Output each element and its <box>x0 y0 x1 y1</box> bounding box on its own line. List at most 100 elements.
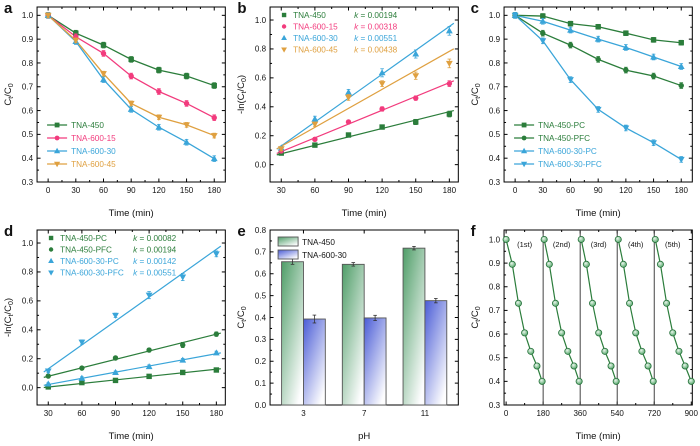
svg-text:TNA-600-30-PFC: TNA-600-30-PFC <box>60 269 124 278</box>
svg-text:k = 0.00551: k = 0.00551 <box>354 34 397 43</box>
svg-text:0: 0 <box>46 186 51 195</box>
svg-text:k = 0.00318: k = 0.00318 <box>354 23 397 32</box>
svg-text:TNA-600-30-PC: TNA-600-30-PC <box>60 257 119 266</box>
svg-text:TNA-600-15: TNA-600-15 <box>71 134 116 143</box>
svg-text:120: 120 <box>376 186 390 195</box>
svg-text:0.2: 0.2 <box>255 357 267 366</box>
svg-text:120: 120 <box>619 186 633 195</box>
svg-text:540: 540 <box>610 409 624 418</box>
svg-text:TNA-600-30: TNA-600-30 <box>71 147 116 156</box>
svg-text:TNA-600-30: TNA-600-30 <box>293 34 338 43</box>
svg-text:k = 0.00082: k = 0.00082 <box>133 234 176 243</box>
svg-text:30: 30 <box>538 186 547 195</box>
svg-text:180: 180 <box>674 186 688 195</box>
svg-text:150: 150 <box>180 186 194 195</box>
svg-text:7: 7 <box>362 409 367 418</box>
svg-text:90: 90 <box>344 186 353 195</box>
svg-text:0.3: 0.3 <box>489 178 501 187</box>
svg-text:60: 60 <box>311 186 320 195</box>
svg-text:0.4: 0.4 <box>22 154 34 163</box>
svg-text:0.8: 0.8 <box>255 45 267 54</box>
svg-text:TNA-450-PC: TNA-450-PC <box>538 121 585 130</box>
svg-text:pH: pH <box>358 431 370 442</box>
svg-text:(3rd): (3rd) <box>590 240 606 249</box>
svg-text:-ln(Ct/C0): -ln(Ct/C0) <box>236 75 248 114</box>
svg-text:0.8: 0.8 <box>489 283 501 292</box>
svg-text:0.9: 0.9 <box>489 35 501 44</box>
svg-text:Ct/C0: Ct/C0 <box>470 306 482 328</box>
svg-text:0.7: 0.7 <box>489 306 501 315</box>
panel-b: b 30 60 90 120 150 180 0.0 0.2 0.4 0.6 0.8 1.0 Time … <box>233 0 466 223</box>
svg-text:0.4: 0.4 <box>22 326 34 335</box>
svg-text:0.4: 0.4 <box>255 103 267 112</box>
svg-text:TNA-600-15: TNA-600-15 <box>293 23 338 32</box>
svg-text:k = 0.00551: k = 0.00551 <box>133 269 176 278</box>
svg-text:0.5: 0.5 <box>255 291 267 300</box>
svg-text:11: 11 <box>421 409 430 418</box>
svg-text:90: 90 <box>111 409 120 418</box>
panel-f: f 0 180 360 540 720 900 0.3 0.4 0.5 0.6 0.7 0.8 0.9 1… <box>467 223 700 446</box>
svg-text:0.4: 0.4 <box>489 154 501 163</box>
svg-text:30: 30 <box>277 186 286 195</box>
svg-text:120: 120 <box>152 186 166 195</box>
svg-text:0.6: 0.6 <box>489 106 501 115</box>
svg-text:150: 150 <box>409 186 423 195</box>
svg-text:150: 150 <box>176 409 190 418</box>
svg-text:0.1: 0.1 <box>255 379 267 388</box>
panel-e: e 3 7 11 0.0 0.1 0.2 0.3 0.4 0.5 0.6 0.7 0.8 pH Ct/C0… <box>233 223 466 446</box>
svg-text:180: 180 <box>536 409 550 418</box>
svg-text:1.0: 1.0 <box>22 11 34 20</box>
svg-text:TNA-600-30-PC: TNA-600-30-PC <box>538 147 597 156</box>
svg-text:Time (min): Time (min) <box>109 431 154 442</box>
svg-text:0.5: 0.5 <box>22 130 34 139</box>
svg-text:TNA-450: TNA-450 <box>293 11 326 20</box>
svg-text:180: 180 <box>443 186 457 195</box>
svg-text:0.2: 0.2 <box>22 355 34 364</box>
chart-d: 30 60 90 120 150 180 0.0 0.2 0.4 0.6 0.8 1.0 Time (m… <box>3 229 226 442</box>
svg-text:Time (min): Time (min) <box>575 208 620 219</box>
svg-text:0.4: 0.4 <box>255 313 267 322</box>
svg-text:(4th): (4th) <box>628 240 644 249</box>
svg-text:(5th): (5th) <box>665 240 681 249</box>
svg-text:120: 120 <box>142 409 156 418</box>
chart-f: 0 180 360 540 720 900 0.3 0.4 0.5 0.6 0.7 0.8 0.9 1.0… <box>470 229 698 442</box>
svg-text:0.9: 0.9 <box>489 259 501 268</box>
svg-text:0.3: 0.3 <box>255 335 267 344</box>
svg-text:0.6: 0.6 <box>255 74 267 83</box>
svg-text:0.6: 0.6 <box>22 297 34 306</box>
svg-text:k = 0.00194: k = 0.00194 <box>354 11 397 20</box>
svg-text:30: 30 <box>71 186 80 195</box>
svg-text:60: 60 <box>99 186 108 195</box>
panel-label-a: a <box>4 0 13 17</box>
svg-text:90: 90 <box>127 186 136 195</box>
svg-text:TNA-450-PFC: TNA-450-PFC <box>60 246 112 255</box>
svg-text:0: 0 <box>504 409 509 418</box>
svg-text:0.0: 0.0 <box>255 160 267 169</box>
svg-text:0.7: 0.7 <box>255 248 267 257</box>
svg-text:Time (min): Time (min) <box>109 208 154 219</box>
svg-text:TNA-450: TNA-450 <box>71 121 104 130</box>
svg-text:Ct/C0: Ct/C0 <box>236 306 248 328</box>
panel-label-c: c <box>470 0 479 17</box>
svg-text:TNA-600-30-PFC: TNA-600-30-PFC <box>538 160 602 169</box>
svg-text:30: 30 <box>44 409 53 418</box>
panel-label-d: d <box>4 223 14 240</box>
svg-text:Time (min): Time (min) <box>575 431 620 442</box>
svg-text:TNA-450-PFC: TNA-450-PFC <box>538 134 590 143</box>
svg-text:Ct/C0: Ct/C0 <box>470 83 482 105</box>
svg-text:0.8: 0.8 <box>22 59 34 68</box>
svg-text:-ln(Ct/C0): -ln(Ct/C0) <box>3 298 15 337</box>
svg-text:0.4: 0.4 <box>489 377 501 386</box>
svg-text:0.3: 0.3 <box>489 401 501 410</box>
svg-text:0.8: 0.8 <box>255 226 267 235</box>
svg-text:1.0: 1.0 <box>22 239 34 248</box>
svg-text:0.6: 0.6 <box>255 270 267 279</box>
svg-text:(2nd): (2nd) <box>553 240 571 249</box>
svg-text:1.0: 1.0 <box>255 16 267 25</box>
svg-text:360: 360 <box>573 409 587 418</box>
svg-text:0.5: 0.5 <box>489 130 501 139</box>
chart-c: 0 30 60 90 120 150 180 0.3 0.4 0.5 0.6 0.7 0.8 0.9 1.0… <box>470 6 693 219</box>
svg-text:Time (min): Time (min) <box>342 208 387 219</box>
chart-b: 30 60 90 120 150 180 0.0 0.2 0.4 0.6 0.8 1.0 Time (m… <box>236 6 460 219</box>
